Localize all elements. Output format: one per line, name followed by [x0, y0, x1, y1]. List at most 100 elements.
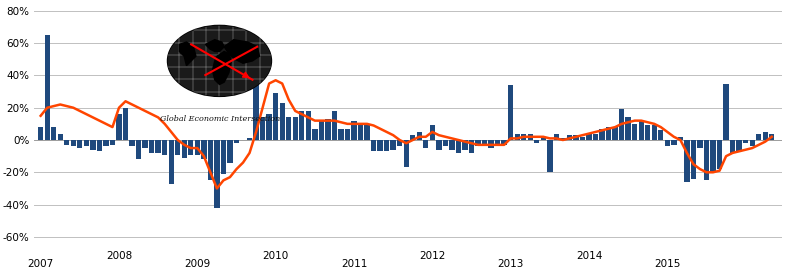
Bar: [652, 126, 657, 140]
Bar: [130, 140, 135, 147]
Bar: [364, 124, 370, 140]
Bar: [312, 129, 317, 140]
Bar: [593, 134, 598, 140]
Bar: [162, 140, 167, 155]
Bar: [560, 138, 565, 140]
Bar: [345, 129, 350, 140]
Bar: [600, 129, 604, 140]
Bar: [77, 140, 82, 148]
Text: 2008: 2008: [106, 251, 132, 261]
Text: 2015: 2015: [654, 259, 681, 269]
Bar: [724, 84, 728, 140]
Bar: [299, 111, 305, 140]
Bar: [254, 82, 259, 140]
Bar: [260, 117, 265, 140]
Bar: [195, 140, 200, 155]
Bar: [273, 93, 279, 140]
Bar: [488, 140, 494, 148]
Bar: [305, 111, 311, 140]
Bar: [104, 140, 108, 147]
Text: 2010: 2010: [262, 251, 289, 261]
Bar: [181, 140, 187, 158]
Bar: [677, 137, 683, 140]
Bar: [116, 114, 122, 140]
Bar: [710, 140, 716, 172]
Bar: [469, 140, 474, 153]
Bar: [136, 140, 141, 159]
Bar: [410, 135, 415, 140]
Bar: [142, 140, 148, 148]
Bar: [638, 121, 644, 140]
Bar: [697, 140, 703, 148]
Bar: [449, 140, 455, 150]
Bar: [214, 140, 220, 208]
Bar: [769, 134, 775, 140]
Bar: [704, 140, 709, 181]
Bar: [397, 140, 403, 147]
Bar: [84, 140, 89, 147]
Bar: [606, 127, 612, 140]
Bar: [521, 134, 527, 140]
Bar: [208, 140, 213, 181]
Bar: [436, 140, 441, 150]
Bar: [612, 127, 618, 140]
Bar: [762, 132, 768, 140]
Bar: [390, 140, 396, 150]
Bar: [286, 117, 291, 140]
Bar: [149, 140, 155, 153]
Bar: [443, 140, 448, 147]
Bar: [169, 140, 174, 184]
Bar: [456, 140, 461, 153]
Text: 2012: 2012: [419, 251, 446, 261]
Bar: [57, 134, 63, 140]
Bar: [378, 140, 383, 151]
Bar: [122, 108, 128, 140]
Bar: [423, 140, 429, 148]
Bar: [514, 134, 520, 140]
Bar: [371, 140, 376, 151]
Bar: [38, 127, 43, 140]
Bar: [756, 134, 761, 140]
Bar: [632, 124, 637, 140]
Text: 2013: 2013: [498, 259, 524, 269]
Bar: [228, 140, 232, 163]
Text: 2009: 2009: [184, 259, 210, 269]
Bar: [567, 135, 572, 140]
Bar: [502, 140, 507, 145]
Bar: [90, 140, 96, 150]
Bar: [658, 130, 663, 140]
Bar: [188, 140, 193, 155]
Bar: [528, 134, 533, 140]
Bar: [319, 121, 324, 140]
Bar: [462, 140, 468, 150]
Bar: [685, 140, 689, 182]
Bar: [45, 35, 50, 140]
Bar: [547, 140, 553, 172]
Bar: [338, 129, 344, 140]
Text: 2011: 2011: [341, 259, 367, 269]
Bar: [403, 140, 409, 168]
Bar: [155, 140, 161, 153]
Bar: [325, 119, 330, 140]
Bar: [429, 126, 435, 140]
Bar: [541, 137, 546, 140]
Bar: [476, 140, 480, 147]
Bar: [358, 126, 363, 140]
Bar: [266, 114, 272, 140]
Bar: [97, 140, 102, 151]
Bar: [293, 117, 298, 140]
Bar: [730, 140, 736, 153]
Bar: [743, 140, 748, 143]
Bar: [665, 140, 670, 147]
Bar: [64, 140, 69, 145]
Bar: [736, 140, 742, 151]
Bar: [750, 140, 755, 147]
Bar: [495, 140, 500, 145]
Bar: [51, 127, 57, 140]
Bar: [671, 140, 677, 145]
Bar: [234, 140, 239, 143]
Text: 2014: 2014: [576, 251, 602, 261]
Bar: [332, 111, 337, 140]
Text: Global Economic Intersection: Global Economic Intersection: [159, 115, 280, 123]
Bar: [352, 121, 356, 140]
